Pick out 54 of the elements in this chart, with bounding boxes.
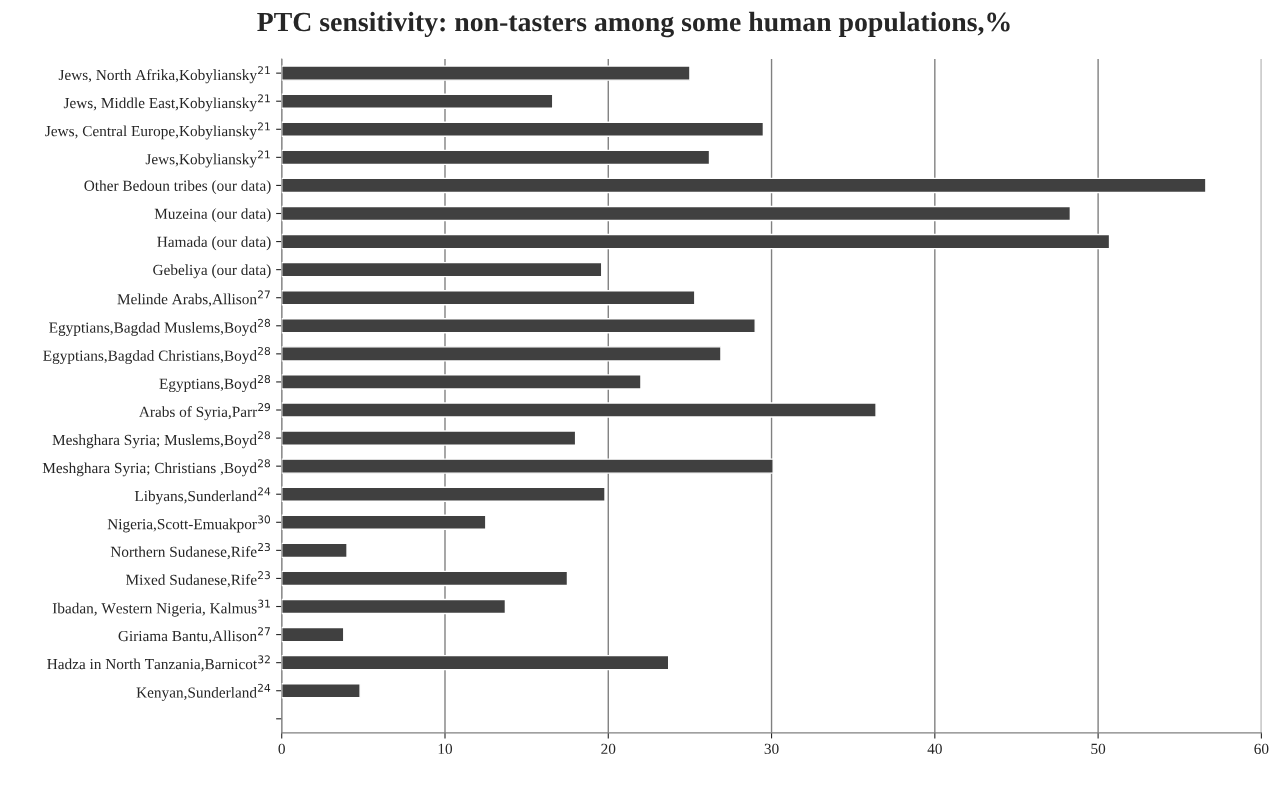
y-tick-label: Egyptians,Bagdad Muslems,Boyd$^{28}$	[49, 318, 271, 336]
x-tick-label: 0	[278, 743, 285, 755]
bar	[281, 514, 487, 531]
bar	[281, 121, 765, 137]
y-tick-label: Jews, North Afrika,Kobyliansky$^{21}$	[58, 66, 270, 84]
bar	[281, 486, 606, 502]
y-tick-label: Other Bedoun tribes (our data)	[84, 180, 271, 194]
y-tick-label: Gebeliya (our data)	[153, 264, 271, 279]
bar	[281, 346, 722, 362]
y-tick-label: Nigeria,Scott-Emuakpor$^{30}$	[107, 515, 271, 533]
y-tick-label: Egyptians,Boyd$^{28}$	[159, 374, 271, 393]
chart-title: PTC sensitivity: non-tasters among some human populations,%	[257, 11, 1010, 38]
bar	[281, 290, 696, 306]
y-tick-label: Melinde Arabs,Allison$^{27}$	[117, 290, 270, 307]
bar	[281, 233, 1111, 250]
y-tick-label: Arabs of Syria,Parr$^{29}$	[138, 403, 271, 421]
bar	[281, 542, 348, 559]
bar	[281, 402, 877, 418]
bar	[281, 458, 774, 474]
y-tick-label: Meshghara Syria; Muslems,Boyd$^{28}$	[52, 431, 271, 449]
y-tick-label: Giriama Bantu,Allison$^{27}$	[118, 627, 270, 644]
bar	[281, 205, 1072, 222]
x-tick-label: 20	[601, 743, 616, 755]
y-tick-label: Northern Sudanese,Rife$^{23}$	[110, 543, 270, 560]
x-tick-label: 40	[927, 743, 942, 755]
y-tick-label: Muzeina (our data)	[154, 208, 271, 223]
bar	[281, 626, 345, 643]
y-tick-label: Jews, Middle East,Kobyliansky$^{21}$	[63, 94, 270, 112]
bar	[281, 93, 554, 109]
x-tick-label: 60	[1254, 743, 1269, 755]
bar	[281, 430, 577, 446]
bar	[281, 318, 756, 334]
y-tick-label: Jews, Central Europe,Kobyliansky$^{21}$	[45, 122, 270, 140]
bar	[281, 654, 670, 671]
bar	[281, 177, 1207, 194]
bar	[281, 683, 361, 699]
bar	[281, 570, 569, 587]
bar	[281, 374, 642, 390]
y-tick-label: Mixed Sudanese,Rife$^{23}$	[125, 571, 270, 588]
y-tick-label: Hadza in North Tanzania,Barnicot$^{32}$	[47, 655, 270, 672]
x-tick-label: 50	[1091, 743, 1106, 755]
bar	[281, 149, 711, 166]
y-tick-label: Kenyan,Sunderland$^{24}$	[136, 683, 271, 701]
x-tick-label: 30	[764, 743, 779, 755]
y-tick-label: Ibadan, Western Nigeria, Kalmus$^{31}$	[52, 599, 270, 617]
y-tick-label: Libyans,Sunderland$^{24}$	[134, 487, 271, 505]
y-tick-label: Egyptians,Bagdad Christians,Boyd$^{28}$	[43, 346, 271, 364]
bar	[281, 598, 507, 615]
bar	[281, 65, 691, 81]
bar	[281, 261, 603, 278]
y-tick-label: Hamada (our data)	[157, 236, 271, 251]
y-tick-label: Meshghara Syria; Christians ,Boyd$^{28}$	[42, 459, 271, 477]
x-tick-label: 10	[438, 743, 453, 755]
y-tick-label: Jews,Kobyliansky$^{21}$	[145, 150, 270, 168]
